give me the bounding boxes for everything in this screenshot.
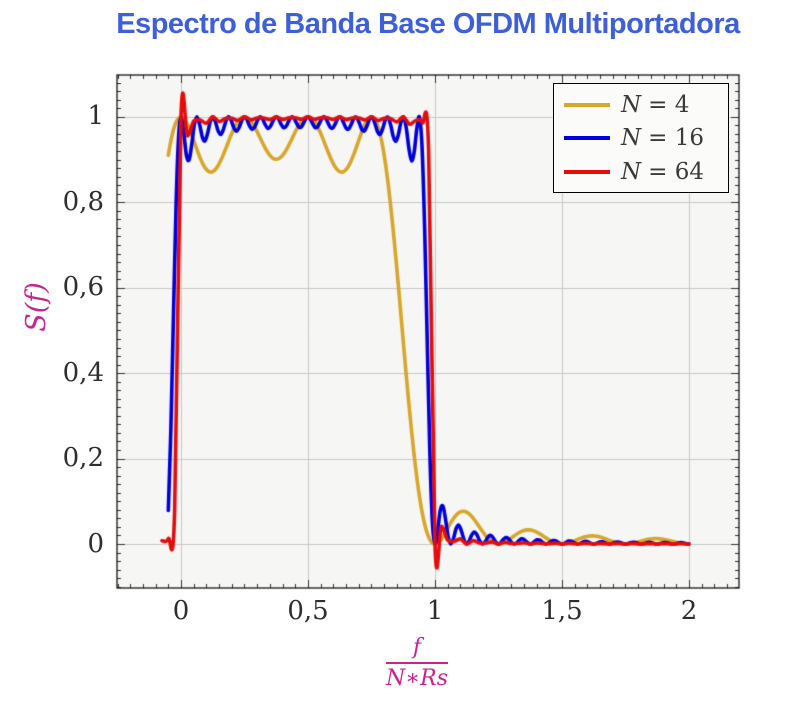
legend: N = 4 N = 16 N = 64 [553,83,729,193]
legend-item: N = 4 [554,92,728,118]
legend-line-n16 [564,136,610,140]
x-tick-label: 1 [426,596,444,626]
y-tick-label: 0,6 [62,272,104,302]
x-tick-label: 1,5 [541,596,583,626]
x-axis-label: f N∗Rs [337,634,497,692]
legend-line-n64 [564,169,610,174]
x-axis-fraction-numerator: f [385,634,449,664]
legend-label: N = 4 [621,91,690,118]
y-tick-label: 0,2 [62,443,104,473]
y-tick-label: 1 [87,101,104,131]
legend-label: N = 64 [621,158,704,185]
legend-item: N = 16 [554,125,728,151]
legend-label: N = 16 [621,125,704,151]
x-tick-label: 0 [172,596,190,626]
y-tick-label: 0,4 [62,358,104,388]
x-tick-label: 0,5 [287,596,329,626]
legend-line-n4 [564,102,610,107]
y-tick-label: 0,8 [62,187,104,217]
x-axis-fraction-denominator: N∗Rs [385,666,449,691]
y-tick-label: 0 [87,529,104,559]
legend-item: N = 64 [554,159,728,185]
x-tick-label: 2 [680,596,698,626]
x-axis-fraction: f N∗Rs [385,634,449,692]
y-axis-label: S(f) [21,282,52,332]
